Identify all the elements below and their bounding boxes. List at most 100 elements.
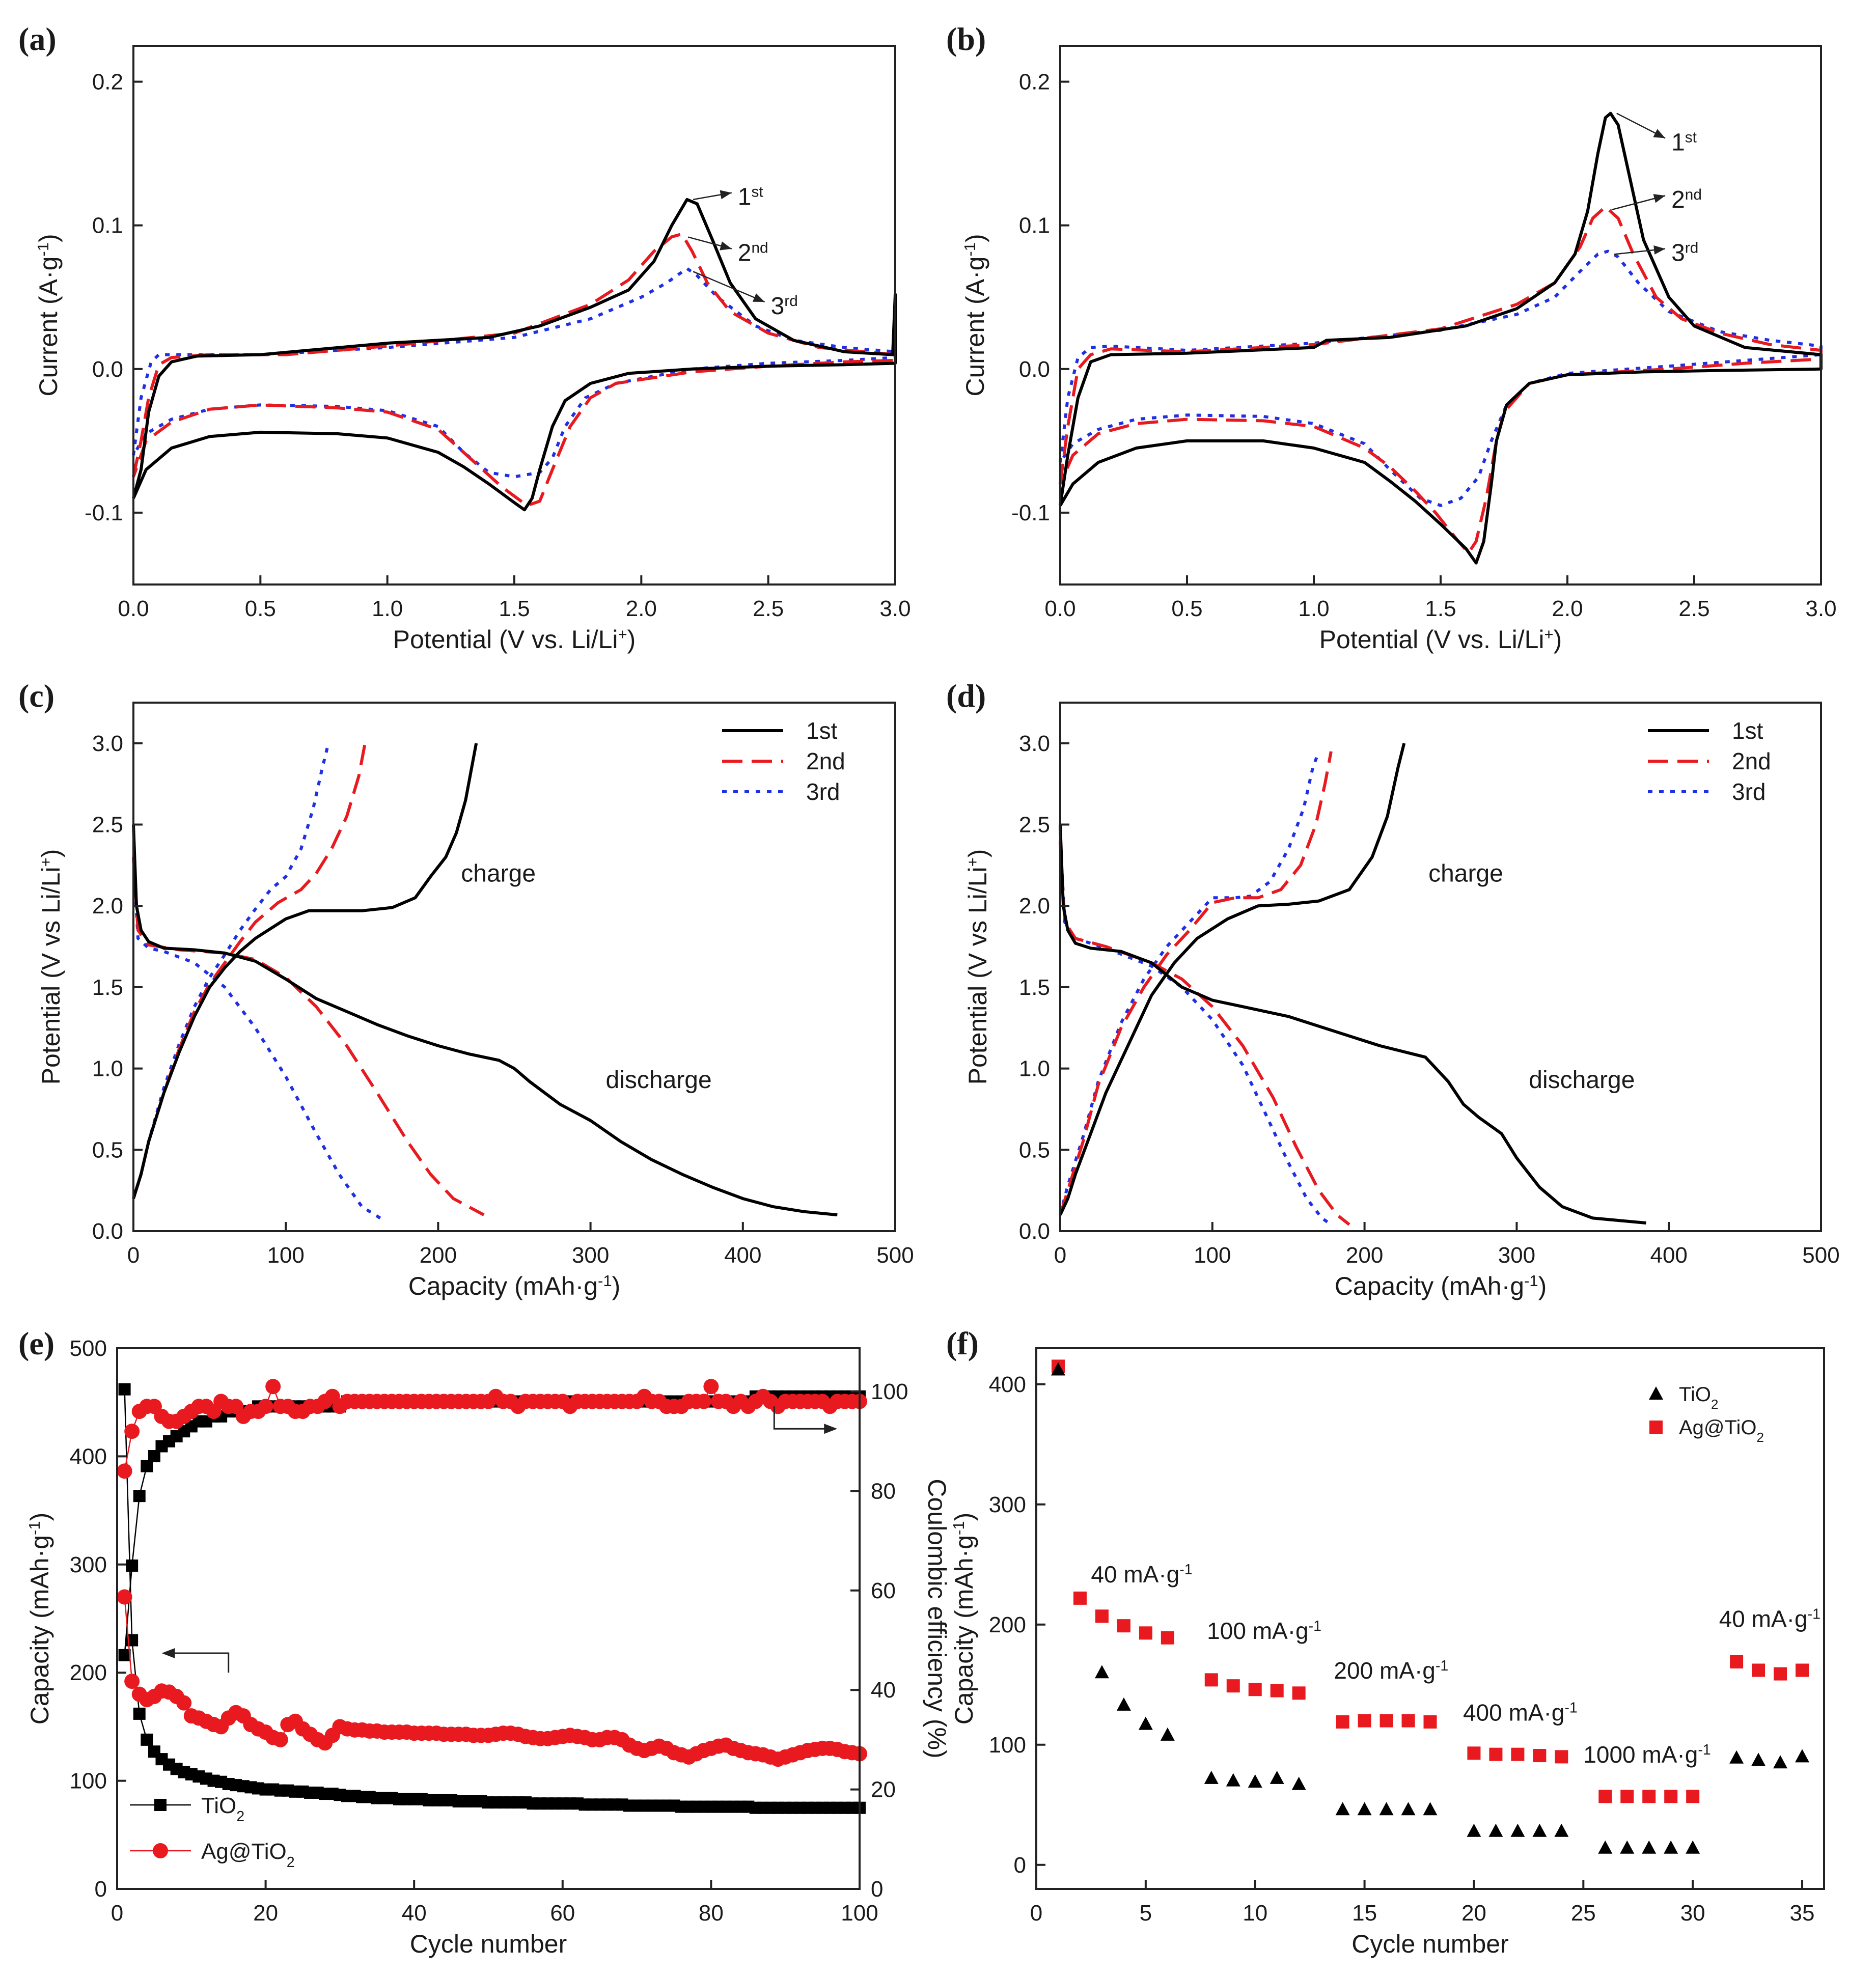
series-line-2nd (1059, 205, 1823, 554)
text-span: Ag@TiO (201, 1839, 287, 1864)
x-tick-label: 0 (111, 1901, 123, 1926)
y-tick-label: 0.5 (1019, 1137, 1050, 1162)
x-tick-label: 100 (267, 1243, 304, 1268)
rate-label: 400 mA·g-1 (1463, 1700, 1578, 1726)
series-line-1st (132, 198, 897, 512)
x-tick-label: 15 (1352, 1901, 1377, 1926)
plot-frame (1035, 1347, 1825, 1890)
text-span: 3 (771, 293, 785, 320)
text-span: 40 mA·g (1091, 1561, 1179, 1588)
superscript: -1 (25, 1521, 43, 1535)
text-span: Potential (V vs Li/Li (37, 867, 65, 1084)
x-tick-label: 3.0 (879, 596, 911, 621)
superscript: -1 (598, 1272, 612, 1290)
x-tick-label: 0 (1030, 1901, 1042, 1926)
data-point-square (1620, 1790, 1634, 1803)
data-point-square (1642, 1790, 1656, 1803)
axis-pointer-arrowhead (824, 1424, 838, 1434)
data-point-triangle (1729, 1750, 1744, 1764)
rate-label: 40 mA·g-1 (1091, 1561, 1192, 1588)
data-point-square (1226, 1679, 1240, 1693)
x-tick-label: 100 (1194, 1243, 1231, 1268)
x-tick-label: 5 (1140, 1901, 1152, 1926)
y-tick-label: 200 (70, 1660, 107, 1685)
y-axis-label: Current (A·g-1) (961, 234, 990, 396)
superscript: st (1685, 129, 1697, 146)
y-tick-label: 400 (70, 1444, 107, 1469)
superscript: rd (1685, 239, 1698, 256)
y-tick-label: -0.1 (85, 500, 123, 525)
data-point-triangle (1642, 1840, 1657, 1854)
data-point-triangle (1532, 1823, 1547, 1837)
series-line (124, 1389, 860, 1808)
x-tick-label: 20 (1461, 1901, 1486, 1926)
text-span: ) (961, 234, 989, 242)
data-point-triangle (1510, 1823, 1525, 1837)
data-point-triangle (1401, 1802, 1416, 1816)
data-point-triangle (1291, 1776, 1306, 1790)
y-tick-label: 3.0 (1019, 731, 1050, 756)
plot-frame (116, 1347, 861, 1890)
series-line-2nd (1059, 751, 1333, 1215)
y-tick-label: 2.5 (1019, 813, 1050, 838)
data-point-square (1555, 1750, 1568, 1764)
data-point-square (1796, 1663, 1809, 1677)
cycle-annotation: 3rd (1671, 239, 1698, 267)
x-tick-label: 10 (1243, 1901, 1267, 1926)
data-point-square (1467, 1746, 1481, 1760)
panel-label: (b) (946, 21, 986, 57)
series-line-3rd (1059, 841, 1332, 1226)
superscript: rd (784, 293, 797, 310)
y-tick-label: -0.1 (1011, 500, 1050, 525)
cycle-annotation: 2nd (1671, 186, 1702, 214)
y-axis-label: Potential (V vs Li/Li+) (37, 849, 66, 1085)
data-point-triangle (1664, 1840, 1678, 1854)
legend-label: 1st (806, 717, 838, 744)
x-tick-label: 1.0 (1298, 596, 1329, 621)
data-point-triangle (1270, 1770, 1284, 1784)
data-point-triangle (1226, 1773, 1240, 1787)
chart-panel-b: 0.0 0.5 1.0 1.5 2.0 2.5 3.0 -0.1 0.0 0.1 0.2 Potent… (946, 21, 1837, 654)
data-point-triangle (1138, 1716, 1153, 1730)
x-tick-label: 400 (1650, 1243, 1687, 1268)
x-axis-label: Capacity (mAh·g-1) (1335, 1272, 1547, 1301)
data-point-square (1336, 1715, 1349, 1729)
x-tick-label: 200 (1346, 1243, 1383, 1268)
y-axis-label: Capacity (mAh·g-1) (25, 1513, 54, 1725)
annotation-arrow-head (1653, 245, 1666, 255)
superscript: + (1544, 625, 1554, 643)
text-span: 400 mA·g (1463, 1700, 1564, 1726)
data-point-square (1292, 1686, 1306, 1700)
series-line (124, 1396, 860, 1655)
y-tick-label: 500 (70, 1336, 107, 1361)
data-point-triangle (1751, 1752, 1766, 1766)
y-tick-label: 400 (989, 1372, 1026, 1397)
x-tick-label: 1.0 (372, 596, 403, 621)
annotation-arrow-line (693, 271, 765, 303)
y2-tick-label: 20 (871, 1777, 896, 1802)
text-span: Potential (V vs. Li/Li (393, 625, 618, 654)
y-axis-label: Current (A·g-1) (34, 234, 63, 396)
axis-pointer-arrow (773, 1406, 827, 1430)
data-point-triangle (1248, 1774, 1262, 1788)
superscript: + (963, 857, 981, 867)
series-line-2nd (132, 857, 485, 1216)
cycle-annotation: 1st (1671, 129, 1697, 156)
legend-swatch-marker (1649, 1386, 1663, 1400)
text-span: Capacity (mAh·g (950, 1535, 978, 1724)
data-point-triangle (1357, 1802, 1372, 1816)
data-point-triangle (1423, 1802, 1438, 1816)
superscript: nd (751, 239, 768, 256)
text-span: 40 mA·g (1719, 1606, 1808, 1632)
series-line-2nd (1059, 841, 1350, 1226)
cycle-annotation: 3rd (771, 293, 798, 320)
y2-axis-label: Coulombic efficiency (%) (923, 1479, 951, 1758)
series-line-3rd (132, 857, 381, 1219)
y-tick-label: 3.0 (92, 731, 123, 756)
y-tick-label: 2.0 (1019, 894, 1050, 919)
superscript: -1 (1524, 1272, 1538, 1290)
text-span: ) (37, 849, 65, 858)
data-point-circle (124, 1674, 140, 1689)
series-line-1st (132, 743, 478, 1199)
data-point-triangle (1620, 1840, 1635, 1854)
